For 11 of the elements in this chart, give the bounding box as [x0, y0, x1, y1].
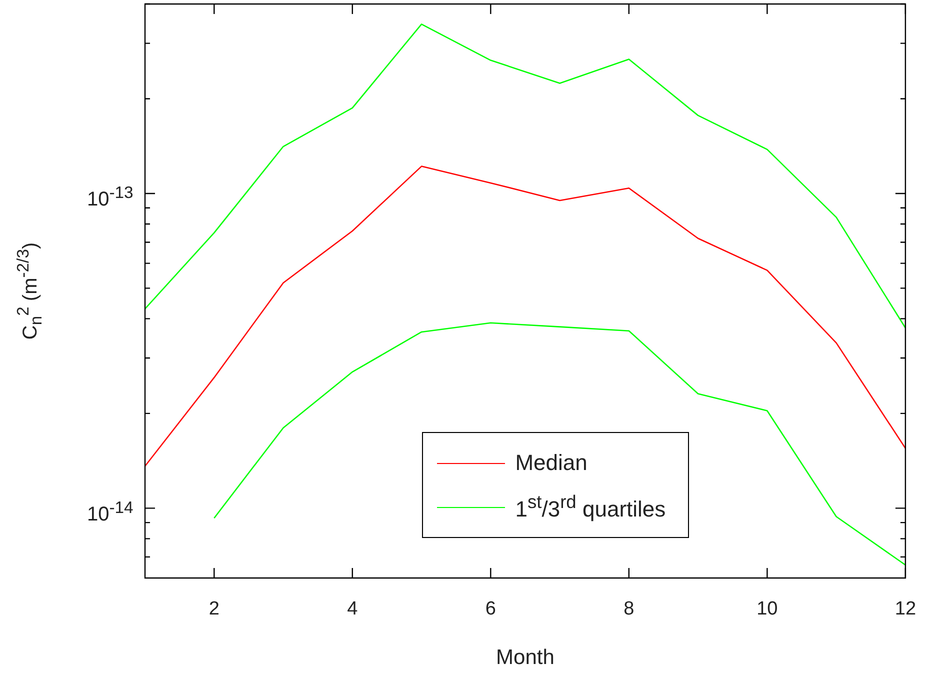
x-tick-label: 8	[624, 598, 634, 620]
x-axis-title: Month	[496, 646, 554, 670]
x-tick-label: 10	[756, 598, 778, 620]
legend-label: 1$^{st}$/3$^{rd}$ quartiles	[515, 491, 666, 523]
x-tick-label: 2	[208, 598, 220, 620]
x-tick-label: 4	[347, 598, 358, 620]
y-tick-label: 10$^{-14}$	[87, 498, 134, 526]
x-tick-label: 12	[894, 598, 916, 620]
x-tick-label: 6	[485, 598, 496, 620]
legend-label: Median	[515, 450, 588, 476]
y-tick-label: 10$^{-13}$	[87, 182, 134, 212]
